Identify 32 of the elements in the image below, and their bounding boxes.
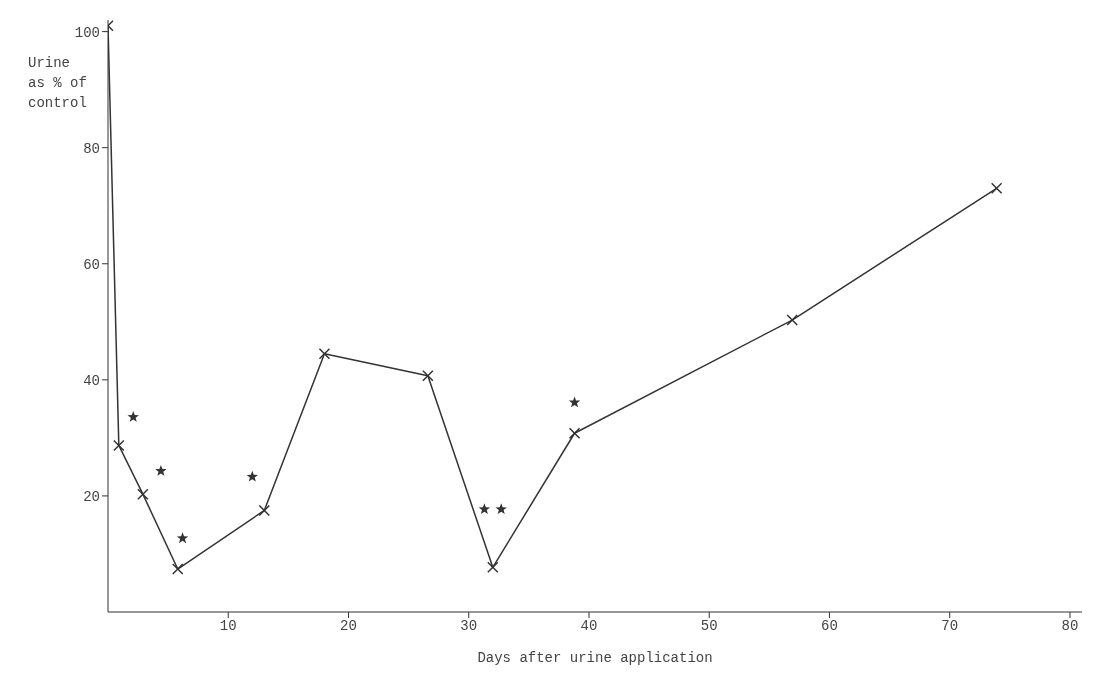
point xyxy=(318,347,331,360)
x-tick-label: 10 xyxy=(219,617,237,634)
y-tick-label: 100 xyxy=(74,24,100,41)
point xyxy=(171,563,184,575)
y-axis-title: Urine as % of control xyxy=(28,54,87,113)
x-axis-title: Days after urine application xyxy=(477,650,713,666)
y-tick-label: 20 xyxy=(83,488,100,505)
y-tick-label: 60 xyxy=(83,256,100,273)
point xyxy=(155,464,167,476)
x-tick-label: 50 xyxy=(700,617,718,634)
point xyxy=(137,488,149,500)
point xyxy=(990,182,1003,195)
point xyxy=(246,470,258,482)
x-tick-label: 80 xyxy=(1061,617,1079,634)
point xyxy=(786,314,798,326)
point xyxy=(568,427,581,439)
point xyxy=(422,370,434,382)
y-tick-label: 80 xyxy=(83,140,100,157)
y-tick-label: 40 xyxy=(83,372,100,389)
point xyxy=(258,504,271,517)
x-tick-label: 70 xyxy=(941,617,959,634)
point xyxy=(127,410,139,422)
point xyxy=(176,532,189,544)
x-tick-label: 20 xyxy=(340,617,357,634)
point xyxy=(568,396,581,408)
x-tick-label: 30 xyxy=(460,617,478,634)
point xyxy=(113,439,125,452)
point xyxy=(495,503,507,515)
x-tick-label: 60 xyxy=(821,617,838,634)
point xyxy=(487,561,499,574)
point xyxy=(478,503,491,515)
x-tick-label: 40 xyxy=(580,617,598,634)
